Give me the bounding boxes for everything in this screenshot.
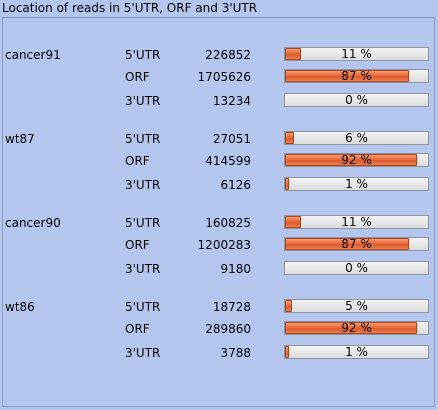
region-label: ORF: [125, 154, 150, 168]
progress-label: 92 %: [341, 321, 372, 335]
progress-bar: 87 %: [284, 237, 429, 251]
progress-fill: [285, 322, 417, 334]
progress-bar: 5 %: [284, 299, 429, 313]
region-label: 3'UTR: [125, 262, 161, 276]
region-row: ORF 414599 92 %: [0, 151, 438, 173]
progress-label: 0 %: [345, 261, 368, 275]
sample-name: cancer90: [5, 216, 61, 230]
region-label: 3'UTR: [125, 346, 161, 360]
progress-label: 11 %: [341, 47, 372, 61]
read-count: 1705626: [197, 70, 251, 84]
region-row: 5'UTR 18728 5 %: [0, 297, 438, 319]
sample-name: cancer91: [5, 48, 61, 62]
progress-bar: 92 %: [284, 153, 429, 167]
read-count: 6126: [220, 178, 251, 192]
read-count: 18728: [212, 300, 251, 314]
progress-bar: 6 %: [284, 131, 429, 145]
sample-group: cancer91 5'UTR 226852 11 % ORF 1705626 8…: [0, 47, 438, 115]
read-count: 1200283: [197, 238, 251, 252]
progress-fill: [285, 178, 290, 190]
panel-frame: [2, 17, 435, 407]
panel-title: Location of reads in 5'UTR, ORF and 3'UT…: [2, 1, 258, 15]
region-label: 3'UTR: [125, 178, 161, 192]
region-label: ORF: [125, 322, 150, 336]
progress-bar: 0 %: [284, 261, 429, 275]
progress-label: 5 %: [345, 299, 368, 313]
progress-bar: 1 %: [284, 177, 429, 191]
progress-bar: 11 %: [284, 215, 429, 229]
progress-label: 6 %: [345, 131, 368, 145]
progress-bar: 11 %: [284, 47, 429, 61]
progress-fill: [285, 154, 417, 166]
progress-label: 0 %: [345, 93, 368, 107]
region-label: 5'UTR: [125, 132, 161, 146]
region-row: 3'UTR 3788 1 %: [0, 343, 438, 365]
progress-bar: 92 %: [284, 321, 429, 335]
progress-label: 92 %: [341, 153, 372, 167]
read-count: 414599: [205, 154, 251, 168]
region-row: 3'UTR 6126 1 %: [0, 175, 438, 197]
region-label: 3'UTR: [125, 94, 161, 108]
progress-label: 1 %: [345, 345, 368, 359]
progress-label: 1 %: [345, 177, 368, 191]
sample-group: wt86 5'UTR 18728 5 % ORF 289860 92 % 3'U…: [0, 299, 438, 367]
region-label: 5'UTR: [125, 216, 161, 230]
progress-bar: 1 %: [284, 345, 429, 359]
progress-fill: [285, 216, 301, 228]
read-count: 226852: [205, 48, 251, 62]
read-count: 160825: [205, 216, 251, 230]
region-row: 5'UTR 160825 11 %: [0, 213, 438, 235]
progress-fill: [285, 346, 290, 358]
sample-name: wt87: [5, 132, 35, 146]
progress-label: 87 %: [341, 69, 372, 83]
progress-fill: [285, 300, 293, 312]
read-count: 13234: [212, 94, 251, 108]
sample-group: wt87 5'UTR 27051 6 % ORF 414599 92 % 3'U…: [0, 131, 438, 199]
read-count: 3788: [220, 346, 251, 360]
progress-fill: [285, 70, 410, 82]
progress-bar: 87 %: [284, 69, 429, 83]
region-row: ORF 1200283 87 %: [0, 235, 438, 257]
region-row: 5'UTR 27051 6 %: [0, 129, 438, 151]
region-row: 3'UTR 13234 0 %: [0, 91, 438, 113]
region-label: 5'UTR: [125, 48, 161, 62]
region-row: 5'UTR 226852 11 %: [0, 45, 438, 67]
progress-label: 11 %: [341, 215, 372, 229]
read-count: 27051: [212, 132, 251, 146]
sample-name: wt86: [5, 300, 35, 314]
sample-group: cancer90 5'UTR 160825 11 % ORF 1200283 8…: [0, 215, 438, 283]
region-row: ORF 289860 92 %: [0, 319, 438, 341]
region-label: ORF: [125, 238, 150, 252]
region-label: 5'UTR: [125, 300, 161, 314]
region-row: 3'UTR 9180 0 %: [0, 259, 438, 281]
region-row: ORF 1705626 87 %: [0, 67, 438, 89]
read-count: 9180: [220, 262, 251, 276]
progress-fill: [285, 238, 410, 250]
read-count: 289860: [205, 322, 251, 336]
progress-fill: [285, 48, 301, 60]
region-label: ORF: [125, 70, 150, 84]
progress-bar: 0 %: [284, 93, 429, 107]
progress-label: 87 %: [341, 237, 372, 251]
progress-fill: [285, 132, 294, 144]
